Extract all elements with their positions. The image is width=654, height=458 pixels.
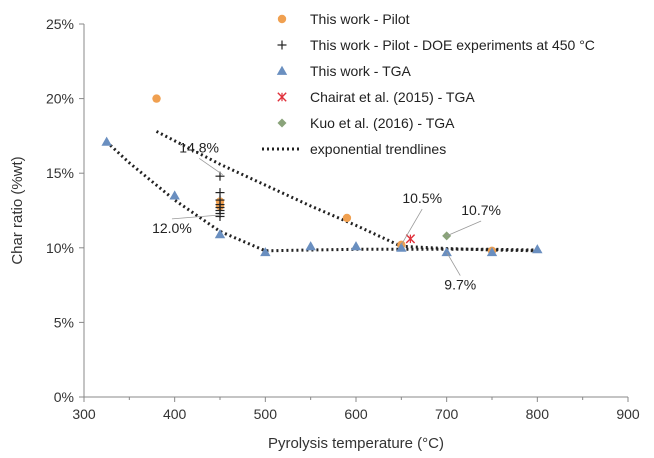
annotation-label: 14.8% xyxy=(179,139,219,155)
legend-entry-kuo-et-al-2016-tga: Kuo et al. (2016) - TGA xyxy=(277,115,455,131)
legend-entry-this-work-pilot: This work - Pilot xyxy=(277,11,410,27)
annotation-label: 10.5% xyxy=(402,190,442,206)
legend-swatch xyxy=(276,65,288,75)
point-x xyxy=(405,234,416,244)
trendline-2 xyxy=(105,140,538,253)
annotation-label: 12.0% xyxy=(152,220,192,236)
x-tick-label: 600 xyxy=(344,406,368,422)
data-points xyxy=(101,94,543,257)
series-chairat-et-al-2015-tga xyxy=(405,234,416,244)
y-tick-label: 0% xyxy=(54,389,74,405)
x-tick-label: 400 xyxy=(163,406,187,422)
point-circle xyxy=(342,213,352,223)
point-triangle xyxy=(305,241,316,251)
legend-swatch xyxy=(277,14,287,24)
y-tick-label: 20% xyxy=(46,91,74,107)
legend-entry-this-work-pilot-doe-experiments-at-450-c: This work - Pilot - DOE experiments at 4… xyxy=(277,37,595,53)
point-triangle xyxy=(101,136,112,146)
legend-label: exponential trendlines xyxy=(310,141,446,157)
annotation-leader xyxy=(171,214,221,220)
point-triangle xyxy=(350,241,362,251)
x-tick-label: 300 xyxy=(72,406,96,422)
y-tick-label: 5% xyxy=(54,314,74,330)
series-this-work-pilot-doe-experiments-at-450-c xyxy=(215,171,225,221)
point-circle xyxy=(152,94,161,103)
axes: 300 400 500 600 700 800 900 0% 5% 10% 15% 20% 25% xyxy=(46,16,640,422)
y-tick-label: 25% xyxy=(46,16,74,32)
y-axis-title: Char ratio (%wt) xyxy=(9,156,26,264)
annotation-leader xyxy=(446,220,482,237)
legend-label: This work - TGA xyxy=(310,63,412,79)
legend-entry-this-work-tga: This work - TGA xyxy=(276,63,412,79)
trendlines xyxy=(105,130,538,253)
y-tick-label: 15% xyxy=(46,165,74,181)
legend-entry-exponential-trendlines: exponential trendlines xyxy=(262,141,446,157)
point-triangle xyxy=(169,190,180,200)
point-triangle xyxy=(214,229,226,239)
legend-label: This work - Pilot - DOE experiments at 4… xyxy=(310,37,595,53)
legend-label: This work - Pilot xyxy=(310,11,410,27)
legend-label: Kuo et al. (2016) - TGA xyxy=(310,115,455,131)
x-tick-label: 800 xyxy=(526,406,550,422)
annotation-label: 9.7% xyxy=(444,277,476,293)
x-axis-title: Pyrolysis temperature (°C) xyxy=(268,435,444,452)
annotation-leader xyxy=(400,208,423,246)
legend-swatch xyxy=(277,40,287,50)
x-tick-label: 700 xyxy=(435,406,459,422)
x-tick-label: 500 xyxy=(254,406,278,422)
legend-label: Chairat et al. (2015) - TGA xyxy=(310,89,475,105)
legend: This work - Pilot This work - Pilot - DOE… xyxy=(262,11,595,157)
point-plus xyxy=(215,211,225,221)
legend-swatch xyxy=(277,92,287,102)
annotation-leader xyxy=(446,252,461,276)
annotation-leader xyxy=(198,157,223,176)
annotations: 14.8% 12.0% 10.5% 10.7% 9.7% xyxy=(152,139,501,292)
point-triangle xyxy=(260,247,271,257)
point-triangle xyxy=(532,244,543,254)
legend-swatch xyxy=(277,118,287,128)
annotation-label: 10.7% xyxy=(461,202,501,218)
y-tick-label: 10% xyxy=(46,240,74,256)
series-this-work-tga xyxy=(101,136,543,257)
x-tick-label: 900 xyxy=(616,406,640,422)
point-triangle xyxy=(486,247,498,257)
point-triangle xyxy=(441,247,452,257)
point-triangle xyxy=(396,242,407,252)
legend-entry-chairat-et-al-2015-tga: Chairat et al. (2015) - TGA xyxy=(277,89,475,105)
